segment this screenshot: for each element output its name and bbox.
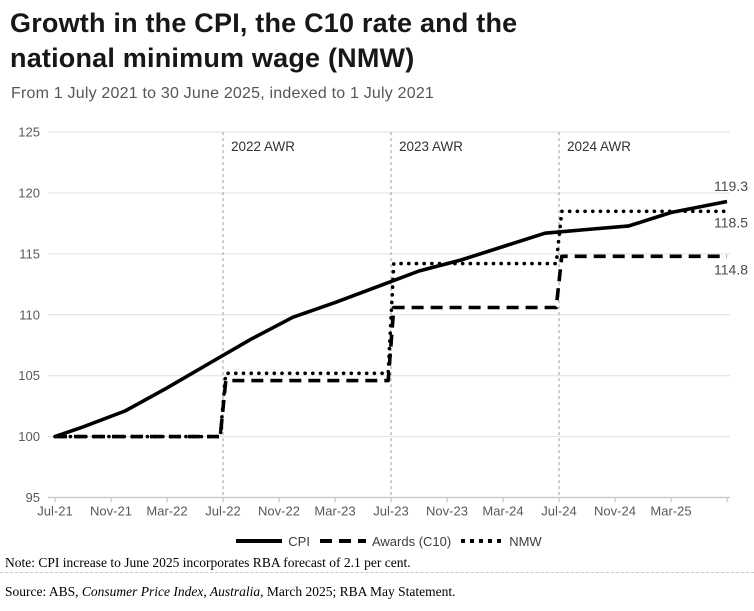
awr-annotation-label: 2022 AWR bbox=[231, 139, 295, 154]
y-tick-label: 100 bbox=[18, 429, 40, 444]
legend-item-cpi: CPI bbox=[236, 534, 310, 549]
legend-item-nmw: NMW bbox=[461, 534, 542, 549]
x-tick-label: Mar-22 bbox=[146, 504, 187, 519]
x-tick-label: Jul-22 bbox=[205, 504, 240, 519]
y-tick-label: 105 bbox=[18, 368, 40, 383]
awr-annotation-label: 2023 AWR bbox=[399, 139, 463, 154]
y-tick-label: 120 bbox=[18, 186, 40, 201]
x-tick-label: Mar-23 bbox=[314, 504, 355, 519]
source-publication: Consumer Price Index, Australia bbox=[81, 584, 261, 599]
legend-item-awards: Awards (C10) bbox=[319, 533, 452, 549]
x-tick-label: Nov-21 bbox=[90, 504, 132, 519]
x-tick-label: Jul-21 bbox=[37, 504, 72, 519]
x-tick-label: Nov-22 bbox=[258, 504, 300, 519]
awards-dashed-line-swatch bbox=[319, 539, 366, 543]
chart-source: Source: ABS, Consumer Price Index, Austr… bbox=[5, 584, 749, 600]
x-tick-label: Jul-24 bbox=[541, 504, 576, 519]
x-tick-label: Nov-24 bbox=[594, 504, 636, 519]
footer-divider bbox=[0, 572, 754, 573]
cpi-solid-line-swatch bbox=[236, 539, 283, 543]
x-tick-label: Jul-23 bbox=[373, 504, 408, 519]
series-line-awards-c10 bbox=[55, 254, 727, 439]
series-end-value-label: 118.5 bbox=[714, 214, 748, 230]
y-tick-label: 115 bbox=[19, 246, 40, 261]
page-title: Growth in the CPI, the C10 rate and the n… bbox=[10, 6, 730, 76]
series-end-value-label: 119.3 bbox=[714, 178, 748, 194]
page-subtitle: From 1 July 2021 to 30 June 2025, indexe… bbox=[11, 85, 435, 102]
x-tick-label: Mar-25 bbox=[650, 504, 691, 519]
y-tick-label: 125 bbox=[18, 125, 40, 140]
nmw-dotted-line-swatch bbox=[461, 539, 504, 543]
x-tick-label: Nov-23 bbox=[426, 504, 468, 519]
chart-legend: CPI Awards (C10) NMW bbox=[48, 532, 730, 550]
legend-label-cpi: CPI bbox=[288, 533, 310, 549]
source-prefix: Source: ABS, bbox=[5, 584, 82, 599]
legend-label-nmw: NMW bbox=[509, 533, 542, 549]
series-end-value-label: 114.8 bbox=[714, 261, 748, 277]
source-suffix: , March 2025; RBA May Statement. bbox=[260, 584, 456, 599]
page-title-line2: national minimum wage (NMW) bbox=[10, 43, 415, 73]
x-tick-label: Mar-24 bbox=[482, 504, 523, 519]
legend-label-awards: Awards (C10) bbox=[371, 533, 452, 549]
page-title-line1: Growth in the CPI, the C10 rate and the bbox=[10, 8, 518, 38]
y-tick-label: 110 bbox=[19, 307, 40, 322]
y-tick-label: 95 bbox=[26, 490, 40, 505]
chart-note: Note: CPI increase to June 2025 incorpor… bbox=[5, 555, 411, 570]
awr-annotation-label: 2024 AWR bbox=[567, 139, 631, 154]
series-line-cpi bbox=[54, 199, 728, 439]
